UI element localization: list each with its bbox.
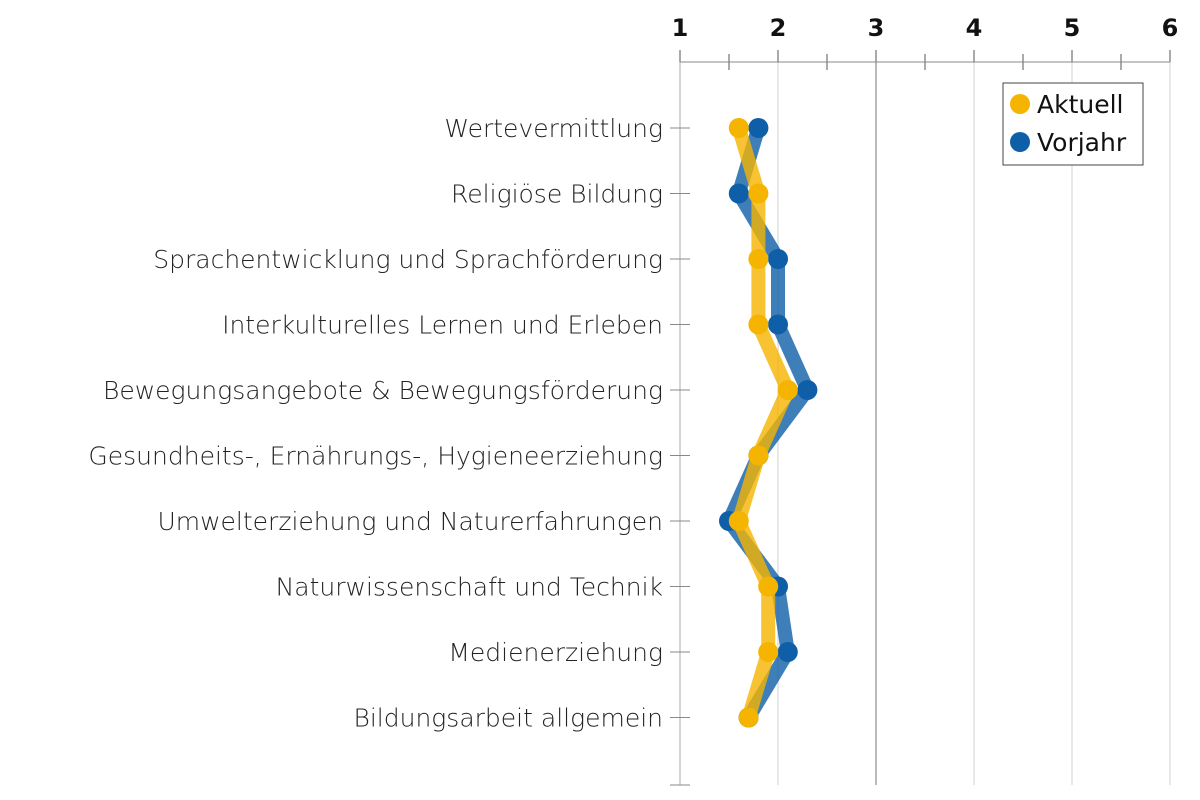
data-point-aktuell: [748, 249, 769, 269]
legend-label: Aktuell: [1037, 90, 1124, 119]
legend-marker: [1010, 94, 1030, 114]
data-point-vorjahr: [768, 249, 788, 269]
legend: Aktuell Vorjahr: [1002, 82, 1144, 166]
legend-marker: [1010, 132, 1030, 152]
category-label: Religiöse Bildung: [451, 180, 663, 209]
category-label: Bildungsarbeit allgemein: [353, 704, 663, 733]
category-label: Gesundheits-, Ernährungs-, Hygieneerzieh…: [88, 442, 663, 471]
data-point-aktuell: [777, 380, 798, 400]
data-point-aktuell: [728, 118, 749, 138]
data-point-aktuell: [758, 642, 779, 662]
x-axis: 1 2 3 4 5 6: [672, 14, 1179, 70]
x-tick-label: 4: [966, 14, 983, 42]
data-point-aktuell: [748, 183, 769, 204]
y-axis: Wertevermittlung Religiöse Bildung Sprache…: [88, 62, 690, 786]
category-label: Bewegungsangebote & Bewegungsförderung: [103, 376, 663, 405]
data-point-aktuell: [748, 314, 769, 335]
data-point-vorjahr: [768, 314, 788, 335]
series-layer: [719, 118, 818, 728]
x-tick-label: 2: [770, 14, 787, 42]
category-label: Sprachentwicklung und Sprachförderung: [153, 245, 663, 274]
data-point-aktuell: [748, 445, 769, 466]
data-point-vorjahr: [728, 183, 749, 204]
x-tick-label: 5: [1064, 14, 1081, 42]
data-point-aktuell: [738, 707, 759, 728]
category-label: Wertevermittlung: [444, 114, 663, 143]
series-line-aktuell: [731, 121, 795, 725]
data-point-vorjahr: [777, 642, 798, 662]
x-tick-label: 1: [672, 14, 689, 42]
legend-label: Vorjahr: [1037, 128, 1127, 157]
category-label: Interkulturelles Lernen und Erleben: [222, 311, 663, 340]
x-tick-label: 6: [1162, 14, 1179, 42]
category-label: Naturwissenschaft und Technik: [276, 573, 663, 602]
category-label: Umwelterziehung und Naturerfahrungen: [157, 507, 663, 536]
data-point-vorjahr: [748, 118, 769, 138]
data-point-vorjahr: [797, 380, 818, 400]
x-tick-label: 3: [868, 14, 885, 42]
data-point-aktuell: [728, 511, 749, 531]
data-point-aktuell: [758, 576, 779, 597]
category-label: Medienerziehung: [448, 638, 663, 667]
